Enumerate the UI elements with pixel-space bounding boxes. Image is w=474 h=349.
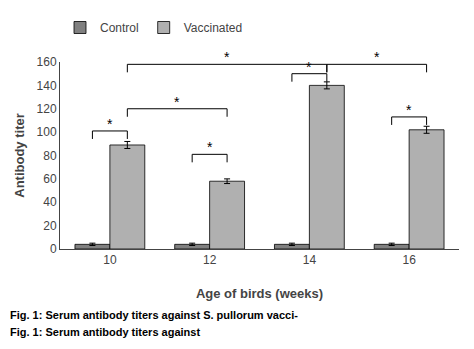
- svg-text:Antibody titer: Antibody titer: [12, 113, 27, 198]
- svg-text:12: 12: [203, 253, 217, 267]
- svg-text:20: 20: [43, 219, 57, 233]
- svg-text:160: 160: [37, 55, 57, 69]
- svg-text:14: 14: [303, 253, 317, 267]
- svg-text:140: 140: [37, 79, 57, 93]
- svg-text:120: 120: [37, 102, 57, 116]
- svg-text:Fig. 1: Serum antibody titers: Fig. 1: Serum antibody titers against: [10, 326, 200, 338]
- svg-text:Age of birds (weeks): Age of birds (weeks): [196, 286, 323, 301]
- svg-text:16: 16: [402, 253, 416, 267]
- svg-text:*: *: [224, 49, 230, 65]
- svg-text:Vaccinated: Vaccinated: [184, 21, 242, 35]
- svg-text:10: 10: [103, 253, 117, 267]
- svg-text:0: 0: [50, 242, 57, 256]
- svg-text:*: *: [174, 94, 180, 110]
- svg-text:*: *: [306, 59, 312, 75]
- svg-text:60: 60: [43, 172, 57, 186]
- svg-text:Fig. 1: Serum antibody titers: Fig. 1: Serum antibody titers against S.…: [10, 309, 298, 321]
- svg-text:Control: Control: [100, 21, 139, 35]
- svg-text:100: 100: [37, 125, 57, 139]
- svg-text:*: *: [374, 49, 380, 65]
- svg-text:*: *: [207, 139, 213, 155]
- svg-text:80: 80: [43, 149, 57, 163]
- svg-text:40: 40: [43, 195, 57, 209]
- svg-text:*: *: [107, 116, 113, 132]
- svg-text:*: *: [406, 102, 412, 118]
